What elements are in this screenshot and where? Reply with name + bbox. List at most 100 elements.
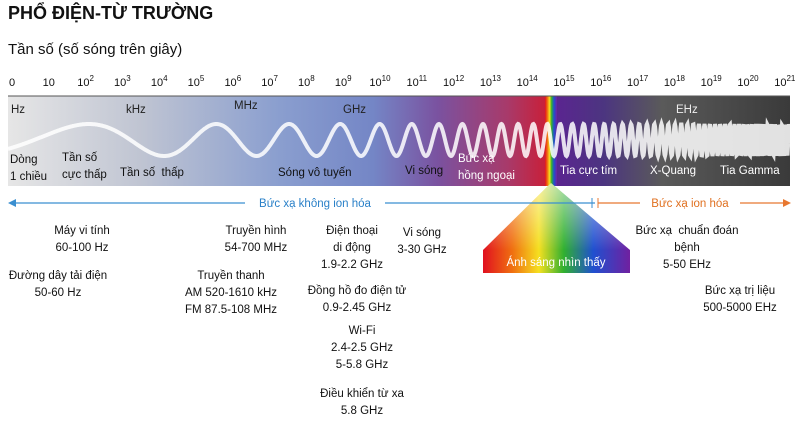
tick-exp: 11 bbox=[419, 74, 428, 83]
tick-base: 10 bbox=[774, 77, 786, 89]
tick-base: 10 bbox=[43, 77, 55, 89]
example-label: 54-700 MHz bbox=[225, 242, 288, 254]
prism-shine bbox=[483, 183, 630, 250]
label-bg bbox=[640, 195, 740, 211]
tick-exp: 10 bbox=[382, 74, 391, 83]
tick-exp: 19 bbox=[713, 74, 722, 83]
example-label: Máy vi tính bbox=[54, 225, 110, 237]
example-label: 500-5000 EHz bbox=[703, 302, 777, 314]
region-label: Tia cực tím bbox=[560, 165, 617, 177]
region-label: Sóng vô tuyến bbox=[278, 167, 352, 179]
scale-tick: 1013 bbox=[480, 74, 502, 89]
tick-exp: 15 bbox=[566, 74, 575, 83]
tick-exp: 9 bbox=[347, 74, 352, 83]
unit-label: EHz bbox=[676, 104, 698, 116]
arrow-left bbox=[8, 199, 16, 207]
tick-base: 10 bbox=[590, 77, 602, 89]
region-label: X-Quang bbox=[650, 165, 696, 177]
tick-exp: 2 bbox=[89, 74, 94, 83]
tick-base: 10 bbox=[188, 77, 200, 89]
tick-base: 10 bbox=[224, 77, 236, 89]
tick-exp: 14 bbox=[529, 74, 538, 83]
tick-exp: 17 bbox=[639, 74, 648, 83]
example-label: Đồng hồ đo điện tử bbox=[308, 285, 407, 297]
scale-tick: 1016 bbox=[590, 74, 612, 89]
scale-tick: 1015 bbox=[553, 74, 575, 89]
unit-label: MHz bbox=[234, 100, 258, 112]
example-label: Đường dây tải điện bbox=[9, 270, 107, 282]
scale-tick: 1021 bbox=[774, 74, 796, 89]
arrow-right bbox=[783, 199, 791, 207]
unit-label: Hz bbox=[11, 104, 25, 116]
scale-tick: 1011 bbox=[407, 74, 428, 89]
tick-base: 0 bbox=[9, 77, 15, 89]
tick-base: 10 bbox=[407, 77, 419, 89]
tick-base: 10 bbox=[261, 77, 273, 89]
region-label: Tia Gamma bbox=[720, 165, 780, 177]
region-label: Tần số bbox=[62, 152, 98, 164]
example-label: 60-100 Hz bbox=[55, 242, 108, 254]
tick-exp: 12 bbox=[455, 74, 464, 83]
scale-tick: 1014 bbox=[517, 74, 539, 89]
region-label: Vi sóng bbox=[405, 165, 443, 177]
tick-base: 10 bbox=[335, 77, 347, 89]
tick-exp: 20 bbox=[750, 74, 759, 83]
tick-base: 10 bbox=[627, 77, 639, 89]
scale-tick: 106 bbox=[224, 74, 241, 89]
title: PHỔ ĐIỆN-TỪ TRƯỜNG bbox=[8, 2, 213, 23]
scale-tick: 107 bbox=[261, 74, 278, 89]
tick-base: 10 bbox=[517, 77, 529, 89]
scale-tick: 1018 bbox=[664, 74, 686, 89]
tick-exp: 8 bbox=[310, 74, 315, 83]
tick-base: 10 bbox=[298, 77, 310, 89]
region-label: 1 chiều bbox=[10, 171, 47, 183]
tick-exp: 5 bbox=[200, 74, 205, 83]
example-label: 0.9-2.45 GHz bbox=[323, 302, 392, 314]
scale-tick: 1017 bbox=[627, 74, 649, 89]
scale-tick: 1020 bbox=[737, 74, 759, 89]
tick-base: 10 bbox=[443, 77, 455, 89]
visible-box bbox=[483, 250, 630, 273]
example-label: Truyền thanh bbox=[197, 270, 264, 282]
tick-exp: 6 bbox=[237, 74, 242, 83]
unit-label: GHz bbox=[343, 104, 366, 116]
tick-base: 10 bbox=[77, 77, 89, 89]
ionizing-label: Bức xạ ion hóa bbox=[651, 198, 729, 210]
tick-base: 10 bbox=[369, 77, 381, 89]
region-label: Dòng bbox=[10, 154, 38, 166]
example-label: di động bbox=[333, 242, 371, 254]
tick-base: 10 bbox=[480, 77, 492, 89]
example-label: Bức xạ chuẩn đoán bbox=[636, 225, 739, 237]
label-bg bbox=[245, 195, 385, 211]
example-label: 2.4-2.5 GHz bbox=[331, 342, 393, 354]
region-label: Bức xạ bbox=[458, 153, 495, 165]
tick-exp: 13 bbox=[492, 74, 501, 83]
scale-tick: 108 bbox=[298, 74, 315, 89]
scale-tick: 105 bbox=[188, 74, 205, 89]
example-label: 50-60 Hz bbox=[35, 287, 82, 299]
example-label: 5-5.8 GHz bbox=[336, 359, 389, 371]
tick-exp: 7 bbox=[273, 74, 278, 83]
example-label: Điều khiển từ xa bbox=[320, 388, 404, 400]
example-label: FM 87.5-108 MHz bbox=[185, 304, 277, 316]
unit-label: kHz bbox=[126, 104, 146, 116]
example-label: Điện thoại bbox=[326, 225, 378, 237]
example-label: Bức xạ trị liệu bbox=[705, 285, 775, 297]
non-ionizing-label: Bức xạ không ion hóa bbox=[259, 198, 372, 210]
example-label: 5.8 GHz bbox=[341, 405, 383, 417]
scale-tick: 1012 bbox=[443, 74, 465, 89]
tick-base: 10 bbox=[151, 77, 163, 89]
scale-tick: 109 bbox=[335, 74, 352, 89]
region-label: hồng ngoại bbox=[458, 170, 515, 182]
scale-tick: 104 bbox=[151, 74, 168, 89]
example-label: AM 520-1610 kHz bbox=[185, 287, 277, 299]
tick-exp: 4 bbox=[163, 74, 168, 83]
tick-exp: 3 bbox=[126, 74, 131, 83]
scale-tick: 1019 bbox=[701, 74, 723, 89]
tick-base: 10 bbox=[114, 77, 126, 89]
example-label: Truyền hình bbox=[226, 225, 287, 237]
tick-exp: 18 bbox=[676, 74, 685, 83]
example-label: Wi-Fi bbox=[349, 325, 376, 337]
tick-base: 10 bbox=[737, 77, 749, 89]
tick-base: 10 bbox=[701, 77, 713, 89]
